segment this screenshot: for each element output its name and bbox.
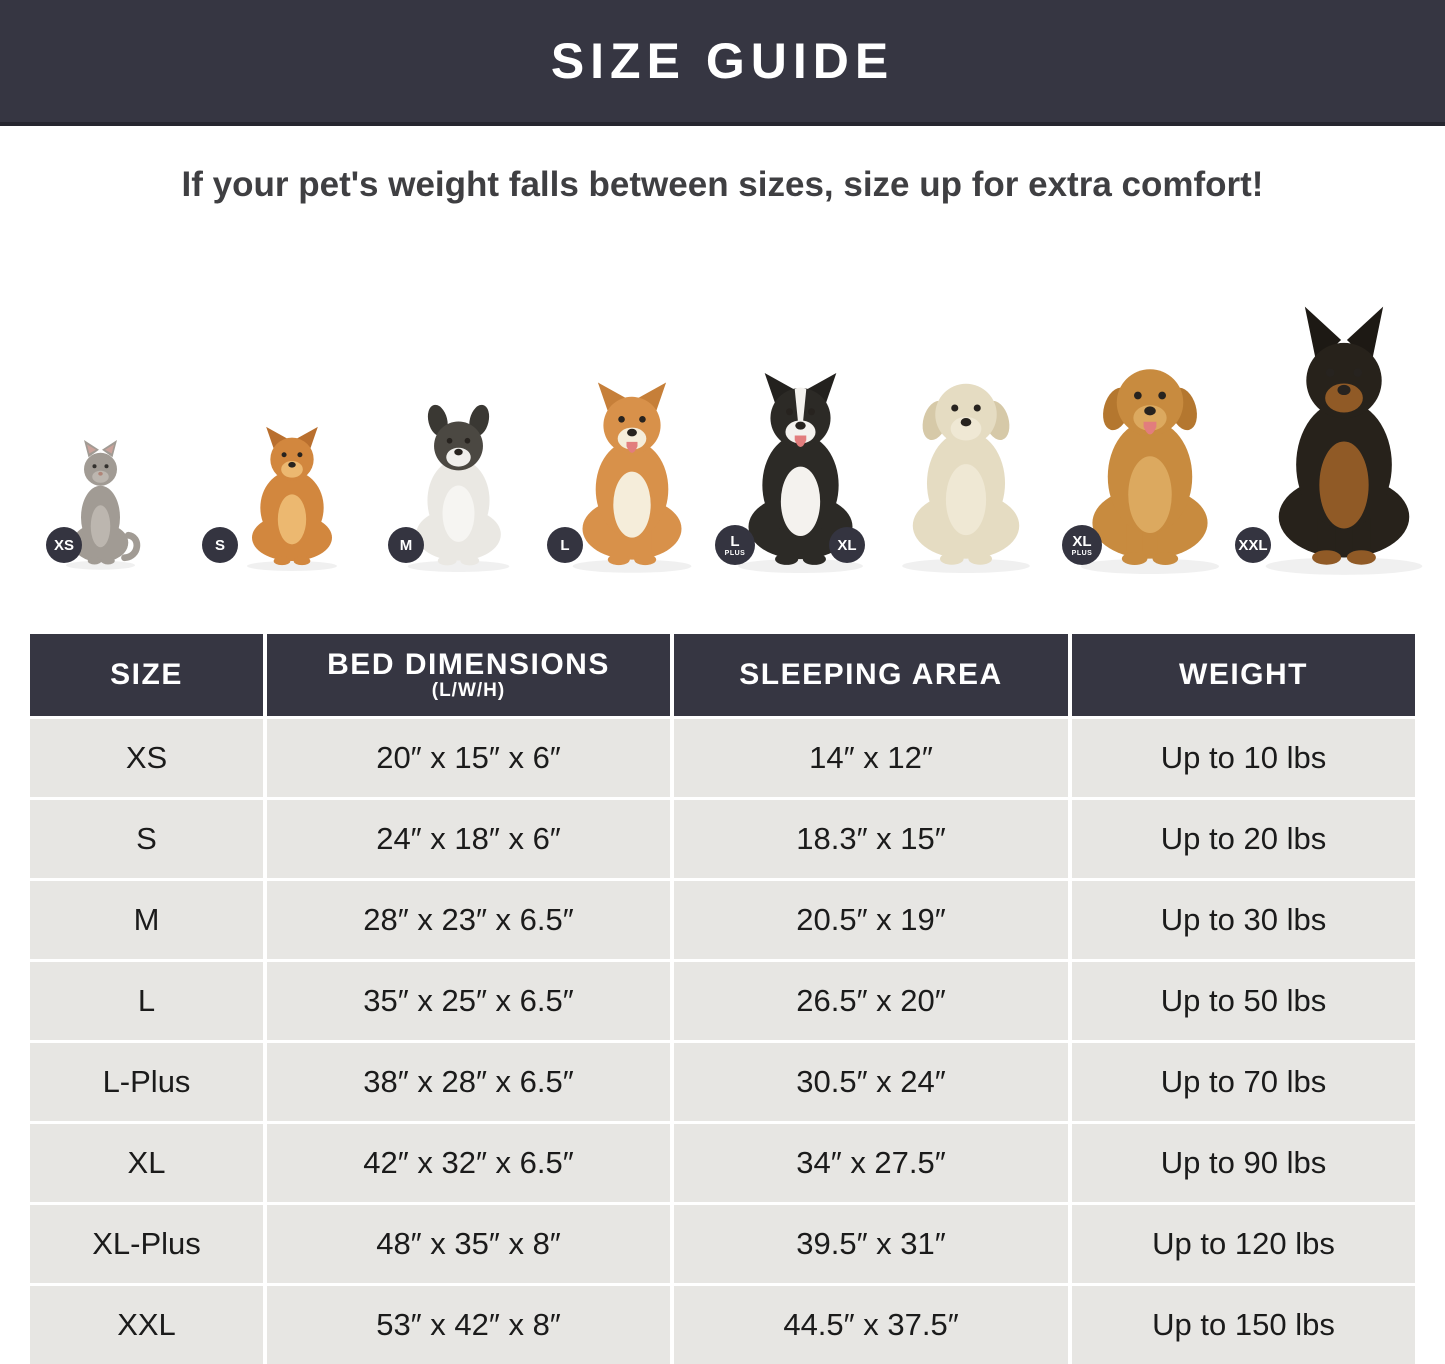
column-header-sleeping-area: SLEEPING AREA	[674, 634, 1068, 716]
size-badge-label: XS	[53, 536, 74, 554]
size-badge-label: L	[730, 532, 740, 550]
cell-size-xl-plus: XL-Plus	[30, 1205, 263, 1283]
size-badge-xl: XL	[829, 527, 865, 563]
size-badge-label: XXL	[1238, 536, 1268, 554]
size-table: SIZE BED DIMENSIONS (L/W/H) SLEEPING ARE…	[30, 634, 1415, 1364]
size-badge-label: S	[214, 536, 225, 554]
pet-m	[402, 397, 515, 572]
cell-size-l: L	[30, 962, 263, 1040]
pet-xl-plus	[1073, 336, 1227, 574]
cell-sleeping-area-m: 20.5″ x 19″	[674, 881, 1068, 959]
cell-sleeping-area-xl-plus: 39.5″ x 31″	[674, 1205, 1068, 1283]
cell-sleeping-area-xs: 14″ x 12″	[674, 719, 1068, 797]
cell-weight-l-plus: Up to 70 lbs	[1072, 1043, 1415, 1121]
cell-sleeping-area-xl: 34″ x 27.5″	[674, 1124, 1068, 1202]
size-badge-l: L	[547, 527, 583, 563]
cell-bed-dimensions-l: 35″ x 25″ x 6.5″	[267, 962, 670, 1040]
cell-bed-dimensions-xxl: 53″ x 42″ x 8″	[267, 1286, 670, 1364]
cell-bed-dimensions-xs: 20″ x 15″ x 6″	[267, 719, 670, 797]
cell-size-s: S	[30, 800, 263, 878]
pomeranian-illustration	[247, 426, 337, 571]
cell-bed-dimensions-m: 28″ x 23″ x 6.5″	[267, 881, 670, 959]
pet-l-plus	[731, 358, 870, 573]
pet-l	[566, 368, 698, 573]
cat-illustration	[66, 440, 141, 570]
shiba-inu-illustration	[572, 382, 692, 573]
pet-xxl	[1257, 305, 1431, 575]
cell-bed-dimensions-l-plus: 38″ x 28″ x 6.5″	[267, 1043, 670, 1121]
column-header-weight: WEIGHT	[1072, 634, 1415, 716]
cell-bed-dimensions-s: 24″ x 18″ x 6″	[267, 800, 670, 878]
cell-sleeping-area-l: 26.5″ x 20″	[674, 962, 1068, 1040]
cell-weight-xxl: Up to 150 lbs	[1072, 1286, 1415, 1364]
size-badge-l-plus: L PLUS	[715, 525, 755, 565]
size-badge-xl-plus: XL PLUS	[1062, 525, 1102, 565]
pet-xl	[895, 353, 1037, 573]
golden-retriever-illustration	[1080, 369, 1220, 574]
cell-size-xxl: XXL	[30, 1286, 263, 1364]
cell-size-l-plus: L-Plus	[30, 1043, 263, 1121]
column-header-bed-dimensions: BED DIMENSIONS (L/W/H)	[267, 634, 670, 716]
cell-weight-m: Up to 30 lbs	[1072, 881, 1415, 959]
border-collie-illustration	[737, 373, 863, 573]
doberman-illustration	[1265, 306, 1423, 575]
cell-sleeping-area-s: 18.3″ x 15″	[674, 800, 1068, 878]
size-badge-label: XL	[1072, 532, 1092, 550]
size-badge-label: M	[399, 536, 413, 554]
pets-row: XS S M L L PL	[0, 125, 1445, 634]
size-guide-banner: SIZE GUIDE	[0, 0, 1445, 126]
size-badge-xxl: XXL	[1235, 527, 1271, 563]
cell-sleeping-area-xxl: 44.5″ x 37.5″	[674, 1286, 1068, 1364]
size-note: If your pet's weight falls between sizes…	[181, 165, 1264, 204]
cell-size-xl: XL	[30, 1124, 263, 1202]
cell-size-xs: XS	[30, 719, 263, 797]
size-badge-sublabel: PLUS	[724, 549, 746, 557]
cell-bed-dimensions-xl-plus: 48″ x 35″ x 8″	[267, 1205, 670, 1283]
size-badge-label: L	[560, 536, 570, 554]
cell-weight-xs: Up to 10 lbs	[1072, 719, 1415, 797]
cell-weight-xl-plus: Up to 120 lbs	[1072, 1205, 1415, 1283]
french-bulldog-illustration	[407, 404, 509, 572]
column-header-size: SIZE	[30, 634, 263, 716]
size-badge-label: XL	[837, 536, 857, 554]
cell-weight-s: Up to 20 lbs	[1072, 800, 1415, 878]
size-badge-xs: XS	[46, 527, 82, 563]
cell-size-m: M	[30, 881, 263, 959]
size-badge-s: S	[202, 527, 238, 563]
labrador-illustration	[902, 383, 1030, 573]
size-badge-m: M	[388, 527, 424, 563]
page-title: SIZE GUIDE	[550, 33, 895, 89]
cell-sleeping-area-l-plus: 30.5″ x 24″	[674, 1043, 1068, 1121]
pet-xs	[57, 430, 147, 570]
cell-weight-xl: Up to 90 lbs	[1072, 1124, 1415, 1202]
size-badge-sublabel: PLUS	[1071, 549, 1093, 557]
pet-s	[242, 416, 342, 571]
cell-bed-dimensions-xl: 42″ x 32″ x 6.5″	[267, 1124, 670, 1202]
cell-weight-l: Up to 50 lbs	[1072, 962, 1415, 1040]
